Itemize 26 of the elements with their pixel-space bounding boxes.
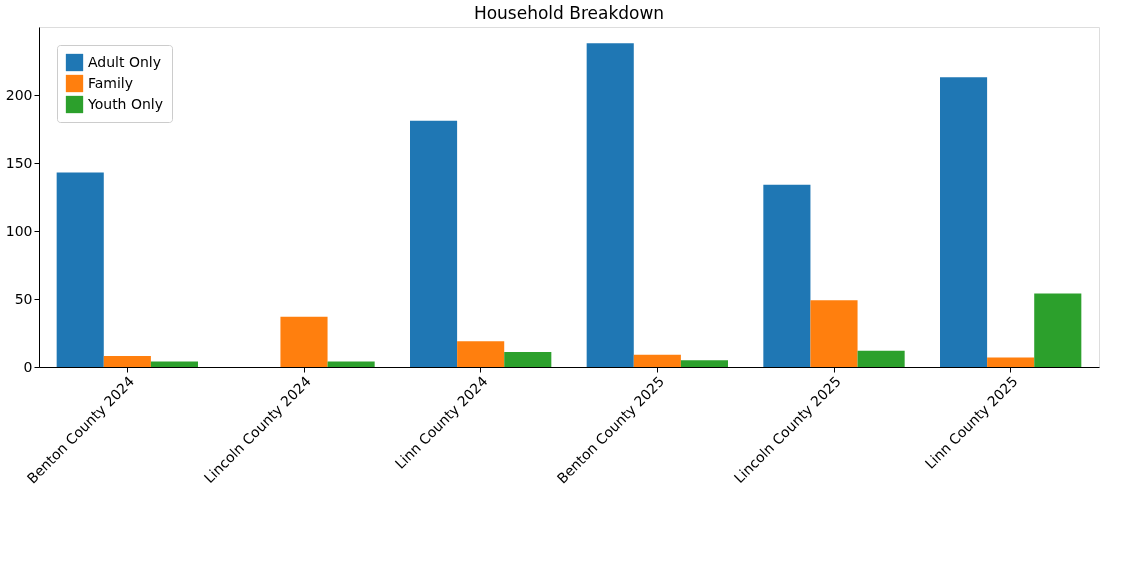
- legend-label: Youth Only: [87, 95, 164, 112]
- bar: [857, 350, 905, 367]
- bar: [987, 357, 1035, 367]
- bar: [633, 354, 681, 367]
- bar: [586, 43, 634, 367]
- bar: [327, 361, 375, 367]
- legend-label: Family: [88, 74, 134, 91]
- bar: [56, 172, 104, 367]
- bar: [410, 120, 458, 367]
- bar: [810, 300, 858, 367]
- bar: [150, 361, 198, 367]
- bar: [763, 184, 811, 367]
- bar: [504, 352, 552, 367]
- legend-label: Adult Only: [88, 53, 161, 70]
- y-tick-label: 50: [14, 290, 33, 307]
- bar: [680, 360, 728, 367]
- chart-title: Household Breakdown: [473, 3, 665, 23]
- y-tick-label: 200: [5, 86, 33, 103]
- bar: [457, 341, 505, 367]
- bar: [1034, 293, 1082, 367]
- y-tick-label: 150: [5, 154, 33, 171]
- y-tick-label: 100: [5, 222, 33, 239]
- bar: [280, 316, 328, 367]
- bar: [103, 356, 151, 367]
- bar: [940, 77, 988, 367]
- y-tick-label: 0: [23, 358, 33, 375]
